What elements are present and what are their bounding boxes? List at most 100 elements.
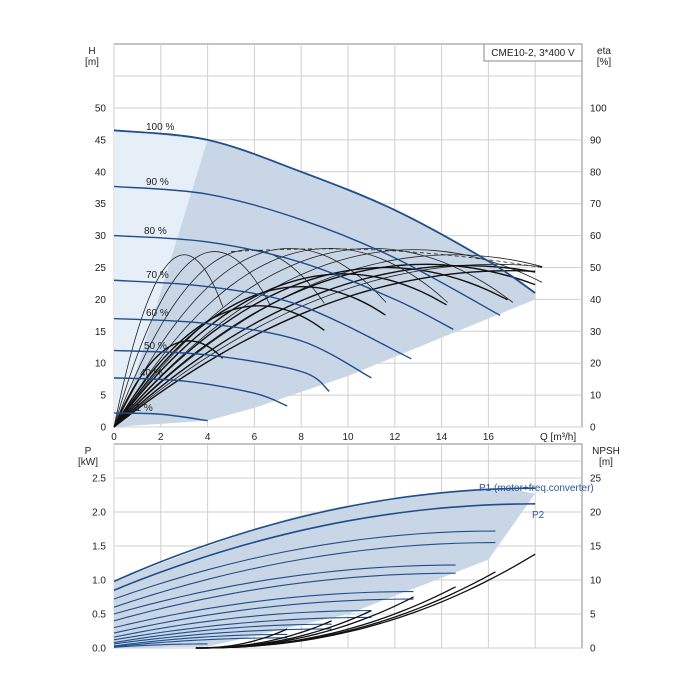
x-tick-label: 6 bbox=[252, 432, 258, 443]
x-tick-label: 4 bbox=[205, 432, 211, 443]
speed-label-21: 21 % bbox=[130, 403, 153, 414]
speed-label-60: 60 % bbox=[146, 308, 169, 319]
x-tick-label: 16 bbox=[483, 432, 495, 443]
x-tick-label: 14 bbox=[436, 432, 448, 443]
speed-labels: 100 % 90 % 80 % 70 % 60 % 50 % 40 % 21 % bbox=[130, 122, 174, 414]
efficiency-curve bbox=[113, 247, 514, 428]
head-curve-100 bbox=[113, 129, 536, 294]
y2-tick-label: 5 bbox=[590, 610, 596, 621]
title-box bbox=[483, 43, 583, 62]
head-curve-70 bbox=[113, 279, 412, 360]
y-tick-label: 35 bbox=[95, 199, 107, 210]
efficiency-curve bbox=[113, 249, 325, 428]
x-tick-label: 0 bbox=[111, 432, 117, 443]
y2-tick-label: 0 bbox=[590, 644, 596, 655]
power-area-shape bbox=[114, 488, 536, 648]
efficiency-curve-thick bbox=[113, 263, 536, 428]
power-curve bbox=[113, 637, 288, 648]
power-curve bbox=[113, 564, 456, 615]
head-curve-40 bbox=[113, 377, 288, 407]
y2-tick-label: 80 bbox=[590, 167, 602, 178]
operating-area-shape bbox=[114, 130, 536, 427]
y2-tick-label: 15 bbox=[590, 542, 602, 553]
efficiency-curve-thick bbox=[113, 305, 325, 428]
y2-tick-label: 40 bbox=[590, 295, 602, 306]
y2-tick-label: 90 bbox=[590, 135, 602, 146]
y-tick-label: 15 bbox=[95, 327, 107, 338]
power-curve bbox=[113, 542, 496, 608]
power-chart-axes: 0.0 0.5 1.0 1.5 2.0 2.5 0 5 10 15 20 25 bbox=[92, 474, 601, 655]
y-tick-label: 5 bbox=[100, 391, 106, 402]
power-operating-area bbox=[114, 488, 536, 648]
power-curve bbox=[113, 503, 536, 591]
power-curve bbox=[113, 572, 456, 622]
power-curve bbox=[113, 616, 372, 641]
y-tick-label: 2.5 bbox=[92, 474, 106, 485]
y-tick-label: 25 bbox=[95, 263, 107, 274]
y-axis-unit: [m] bbox=[85, 57, 99, 68]
efficiency-curve bbox=[113, 254, 543, 428]
efficiency-curve-thick bbox=[113, 264, 536, 428]
chart-title: CME10-2, 3*400 V bbox=[491, 48, 575, 59]
efficiency-curve bbox=[113, 263, 543, 428]
y2-tick-label: 100 bbox=[590, 104, 607, 115]
speed-label-80: 80 % bbox=[144, 226, 167, 237]
power-curve bbox=[113, 610, 372, 638]
x-tick-label: 8 bbox=[298, 432, 304, 443]
x-tick-label: 10 bbox=[342, 432, 354, 443]
head-curve-90 bbox=[113, 185, 501, 316]
y-tick-label: 2.0 bbox=[92, 508, 106, 519]
power-curve bbox=[113, 598, 414, 634]
power-curve bbox=[113, 487, 536, 583]
power-curve bbox=[113, 623, 332, 644]
npsh-curve bbox=[195, 628, 288, 649]
efficiency-curve-thick bbox=[113, 285, 386, 428]
power-curve bbox=[113, 633, 288, 647]
y2-tick-label: 0 bbox=[590, 423, 596, 434]
y2-tick-label: 20 bbox=[590, 508, 602, 519]
y2-tick-label: 70 bbox=[590, 199, 602, 210]
y-tick-label: 0.0 bbox=[92, 644, 106, 655]
speed-label-100: 100 % bbox=[146, 122, 174, 133]
y-tick-label: 0 bbox=[100, 423, 106, 434]
y2-tick-label: 50 bbox=[590, 263, 602, 274]
efficiency-curve-thick bbox=[113, 340, 224, 428]
power-curve bbox=[113, 530, 496, 600]
p-axis-label: P bbox=[85, 446, 92, 457]
y2-tick-label: 30 bbox=[590, 327, 602, 338]
speed-label-70: 70 % bbox=[146, 270, 169, 281]
y-axis-label: H bbox=[88, 46, 95, 57]
head-operating-area bbox=[114, 130, 536, 427]
y-tick-label: 1.5 bbox=[92, 542, 106, 553]
npsh-axis-label: NPSH bbox=[592, 446, 620, 457]
efficiency-curve bbox=[113, 251, 271, 428]
y-tick-label: 30 bbox=[95, 231, 107, 242]
y-tick-label: 45 bbox=[95, 135, 107, 146]
speed-label-90: 90 % bbox=[146, 177, 169, 188]
head-curve-60 bbox=[113, 317, 372, 379]
efficiency-curve bbox=[113, 247, 387, 428]
speed-label-40: 40 % bbox=[140, 368, 163, 379]
efficiency-envelope bbox=[230, 248, 543, 268]
npsh-axis-unit: [m] bbox=[599, 457, 613, 468]
x-axis-label: Q [m³/h] bbox=[540, 432, 576, 443]
head-curves bbox=[113, 129, 543, 428]
y-tick-label: 40 bbox=[95, 167, 107, 178]
power-curve bbox=[113, 643, 208, 648]
power-curve bbox=[113, 628, 332, 645]
p-axis-unit: [kW] bbox=[78, 457, 98, 468]
y2-axis-unit: [%] bbox=[597, 57, 612, 68]
p2-label: P2 bbox=[532, 510, 545, 521]
y-tick-label: 50 bbox=[95, 104, 107, 115]
y-tick-label: 1.0 bbox=[92, 576, 106, 587]
operating-area-light bbox=[114, 130, 208, 427]
y-tick-label: 0.5 bbox=[92, 610, 106, 621]
head-curve-21 bbox=[113, 412, 208, 422]
power-curve bbox=[113, 591, 414, 629]
y-tick-label: 20 bbox=[95, 295, 107, 306]
speed-label-50: 50 % bbox=[144, 341, 167, 352]
p1-label: P1 (motor+freq.converter) bbox=[479, 483, 594, 494]
y2-tick-label: 25 bbox=[590, 474, 602, 485]
y2-tick-label: 60 bbox=[590, 231, 602, 242]
